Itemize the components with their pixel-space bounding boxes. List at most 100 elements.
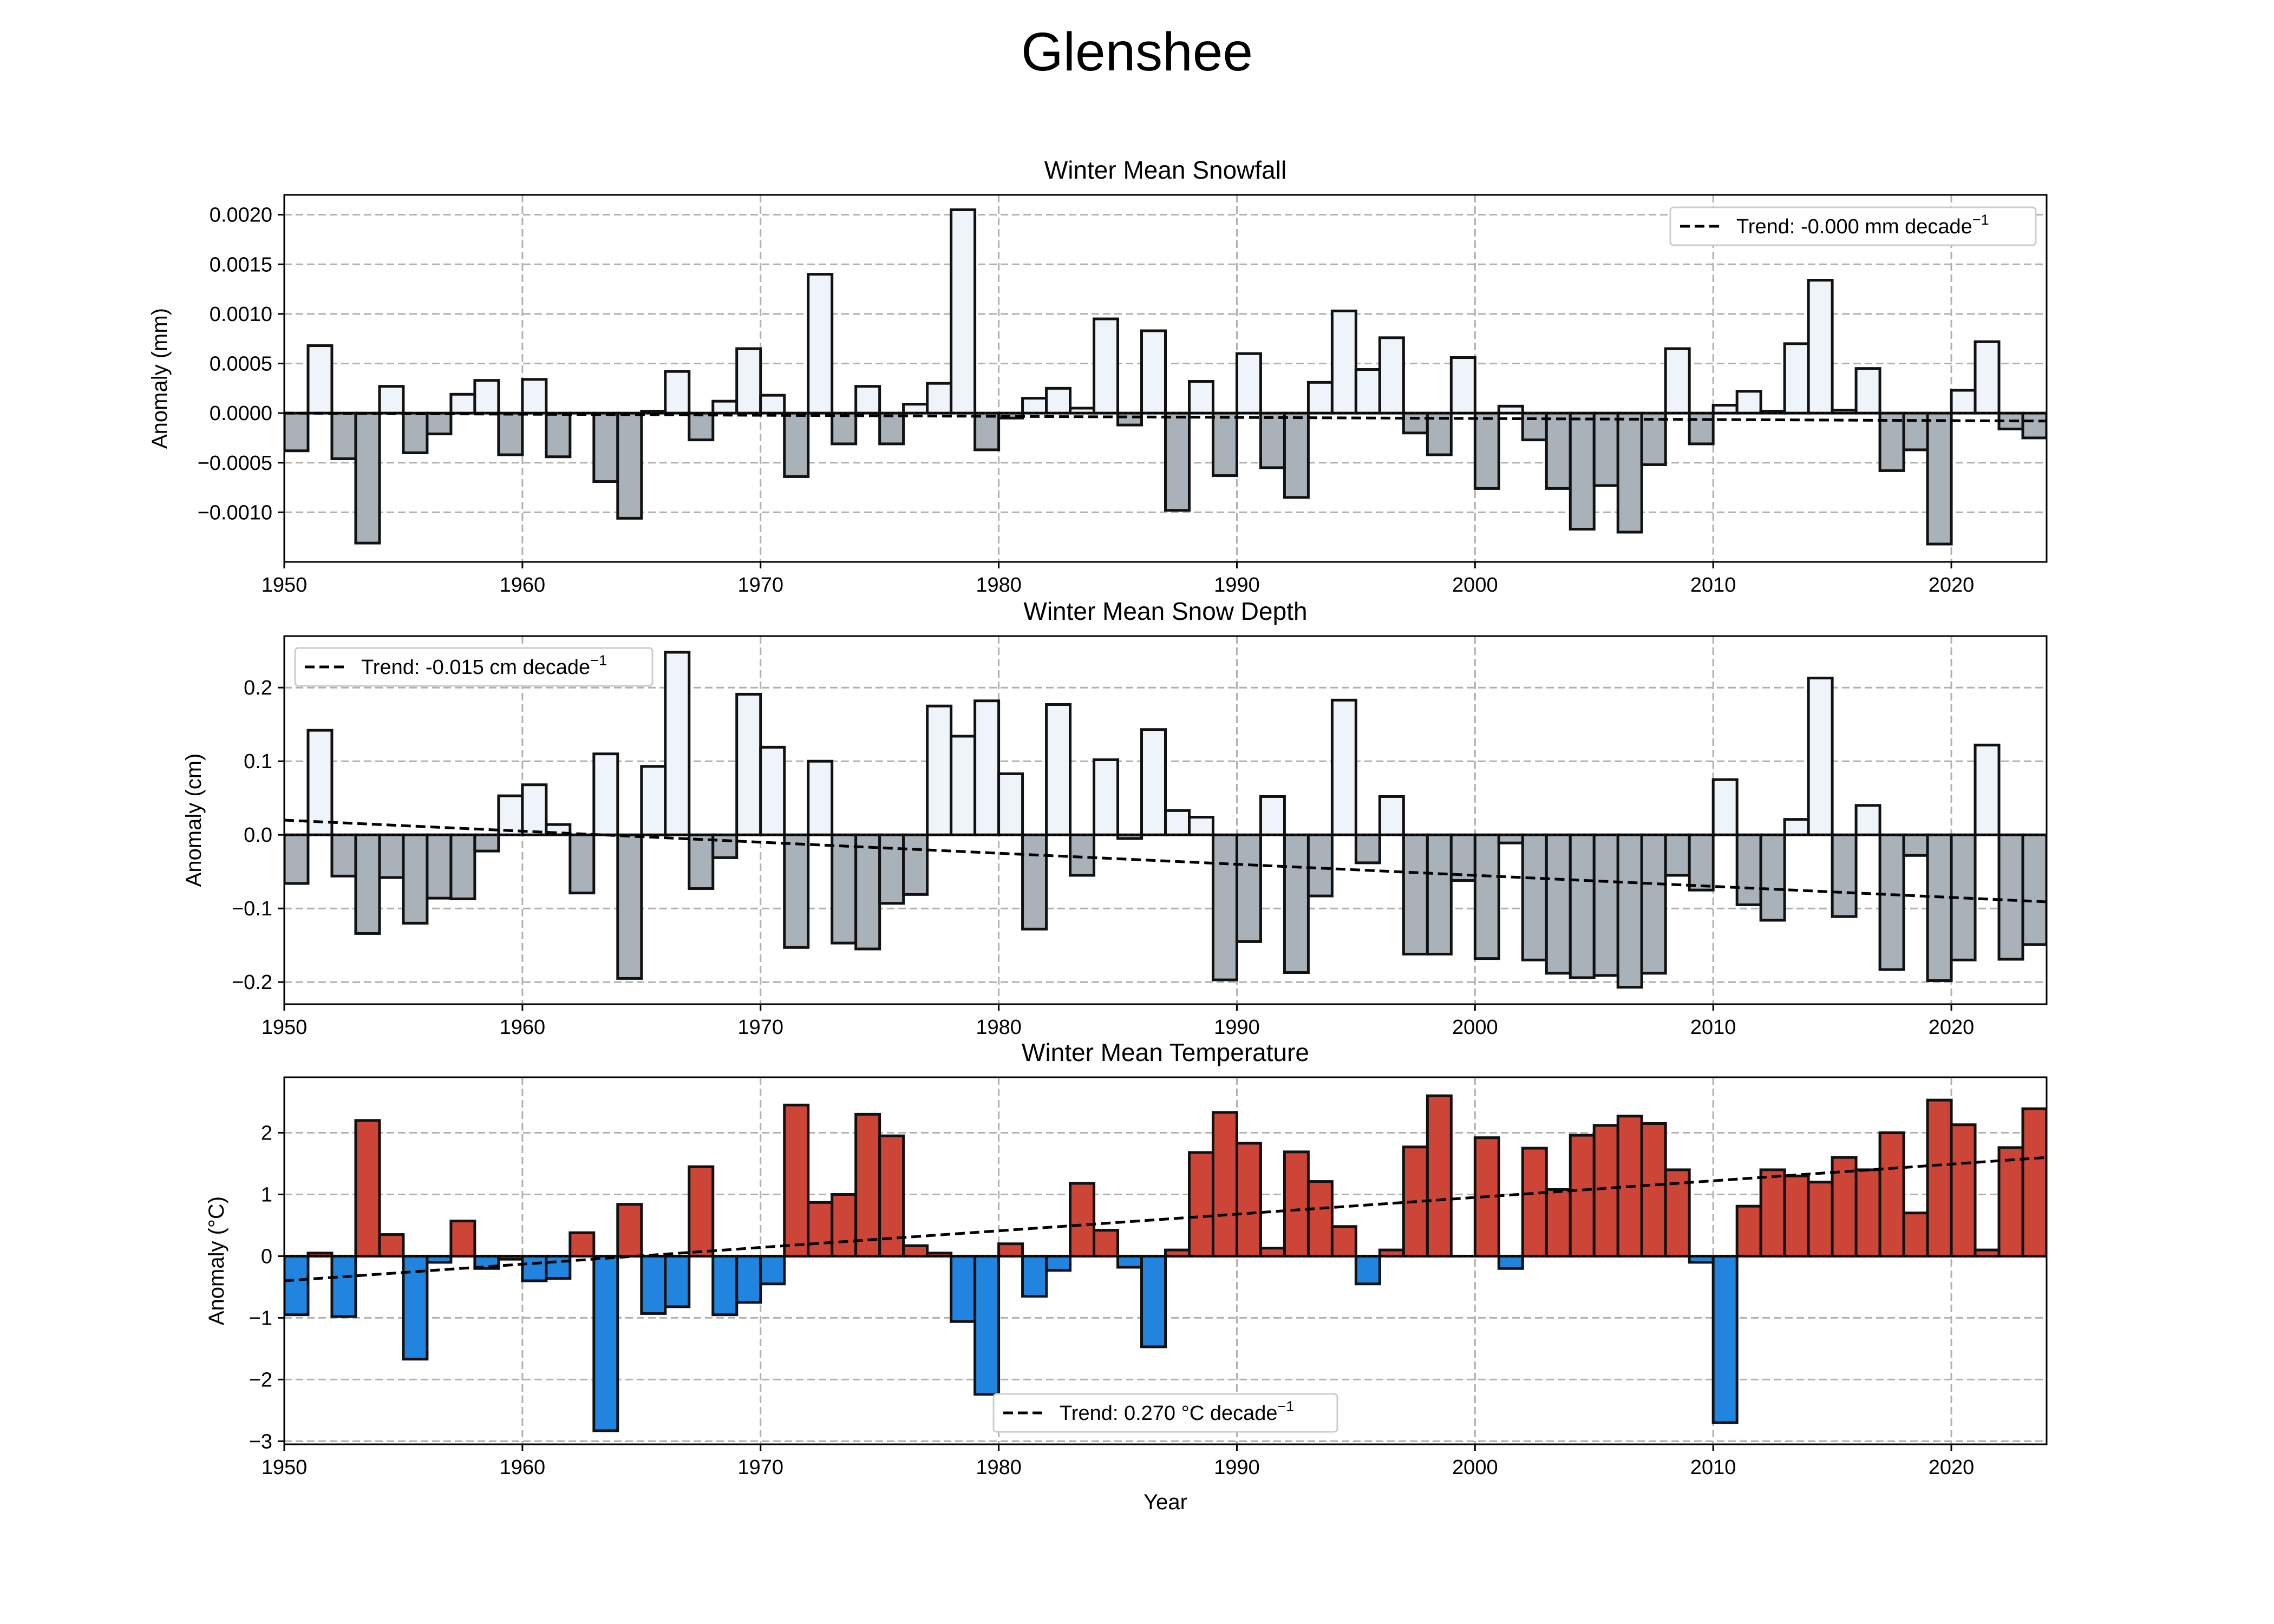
- bar: [1402, 833, 1429, 956]
- bar: [426, 411, 453, 436]
- bar: [735, 692, 762, 836]
- bar: [1592, 833, 1619, 977]
- bar: [521, 783, 548, 836]
- bar: [306, 729, 334, 836]
- bar: [1235, 352, 1262, 415]
- y-axis-label: Anomaly (mm): [148, 308, 172, 449]
- trend-line: [284, 1156, 2047, 1282]
- bar: [997, 1242, 1024, 1258]
- bar: [1759, 1168, 1786, 1258]
- x-tick-label: 1980: [976, 1456, 1022, 1479]
- bar: [1569, 1134, 1596, 1258]
- bar: [1045, 1254, 1072, 1272]
- bar: [1926, 833, 1953, 982]
- bar: [426, 833, 453, 900]
- x-tick-label: 1950: [262, 1456, 308, 1479]
- bar: [1330, 309, 1357, 415]
- y-tick-label: 0.2: [244, 677, 272, 699]
- bar: [473, 379, 500, 415]
- bar: [1378, 795, 1405, 836]
- bar: [1259, 1247, 1286, 1258]
- x-tick-label: 1980: [976, 574, 1022, 597]
- bar: [1640, 411, 1667, 466]
- y-tick-label: 0.0020: [210, 204, 272, 227]
- bar: [402, 1254, 429, 1361]
- bar: [878, 1134, 905, 1258]
- bar: [354, 411, 381, 545]
- bar: [592, 1254, 619, 1432]
- bar: [807, 273, 834, 415]
- y-tick-label: 0: [261, 1245, 272, 1268]
- panel-title: Winter Mean Snowfall: [1044, 156, 1286, 184]
- bar: [306, 344, 334, 415]
- x-tick-label: 2010: [1690, 1456, 1736, 1479]
- bar: [449, 392, 476, 415]
- x-tick-label: 1960: [500, 1016, 546, 1039]
- legend-label: Trend: -0.015 cm decade−1: [361, 652, 607, 679]
- bar: [378, 385, 405, 415]
- bar: [1426, 1094, 1453, 1258]
- bars: [284, 208, 2047, 546]
- bar: [497, 794, 524, 836]
- legend-frame: [1669, 206, 2037, 246]
- bar: [997, 772, 1024, 836]
- x-axis-label: Year: [1143, 1490, 1187, 1514]
- bar: [284, 1254, 310, 1317]
- x-tick-label: 1980: [976, 1016, 1022, 1039]
- bar: [1093, 758, 1120, 836]
- bar: [1783, 1174, 1810, 1258]
- bar: [1093, 317, 1120, 415]
- bar: [330, 1254, 357, 1318]
- bar: [926, 704, 953, 836]
- y-tick-label: 0.0010: [210, 303, 272, 326]
- y-tick-label: 2: [261, 1122, 272, 1145]
- x-tick-label: 2010: [1690, 1016, 1736, 1039]
- bar: [1140, 1254, 1167, 1348]
- x-tick-label: 1950: [262, 1016, 308, 1039]
- bar: [1378, 1248, 1405, 1258]
- bar: [783, 411, 810, 478]
- bar: [973, 699, 1001, 836]
- bar: [1283, 411, 1310, 499]
- bar: [735, 347, 762, 415]
- bar: [1354, 368, 1381, 415]
- bar: [1545, 411, 1572, 490]
- bar: [1974, 340, 2001, 415]
- bar: [854, 833, 881, 951]
- bar: [1902, 411, 1929, 451]
- bar: [1664, 347, 1691, 415]
- legend-frame: [294, 647, 654, 687]
- bar: [688, 411, 715, 442]
- bar: [1783, 342, 1810, 415]
- bar: [1664, 1168, 1691, 1258]
- panel-3: 1950 1960 1970 1980 1990 2000 2010 2020 −3 −2 −1 0 1…: [205, 1038, 2048, 1514]
- bar: [1854, 804, 1881, 836]
- bar: [1259, 795, 1286, 836]
- bar: [1473, 411, 1500, 490]
- bar: [1664, 833, 1691, 877]
- bar: [473, 833, 500, 853]
- y-tick-label: −2: [249, 1368, 272, 1391]
- bar: [1497, 1254, 1524, 1270]
- bars: [284, 651, 2047, 989]
- bar: [1902, 1212, 1929, 1258]
- bar: [616, 833, 643, 980]
- bar: [306, 1252, 334, 1258]
- bar: [783, 833, 810, 949]
- bar: [735, 1254, 762, 1304]
- bar: [926, 382, 953, 415]
- bar: [950, 1254, 977, 1323]
- bar: [378, 833, 405, 879]
- bar: [1759, 833, 1786, 922]
- bar: [831, 833, 858, 945]
- bar: [711, 1254, 739, 1317]
- bar: [1902, 833, 1929, 857]
- bar: [688, 1165, 715, 1258]
- bar: [1497, 404, 1524, 415]
- bar: [1473, 833, 1500, 960]
- legend-label-superscript: −1: [1972, 212, 1989, 228]
- bar: [2021, 1107, 2047, 1258]
- bar: [1187, 379, 1214, 415]
- bar: [354, 833, 381, 935]
- bar: [854, 1112, 881, 1258]
